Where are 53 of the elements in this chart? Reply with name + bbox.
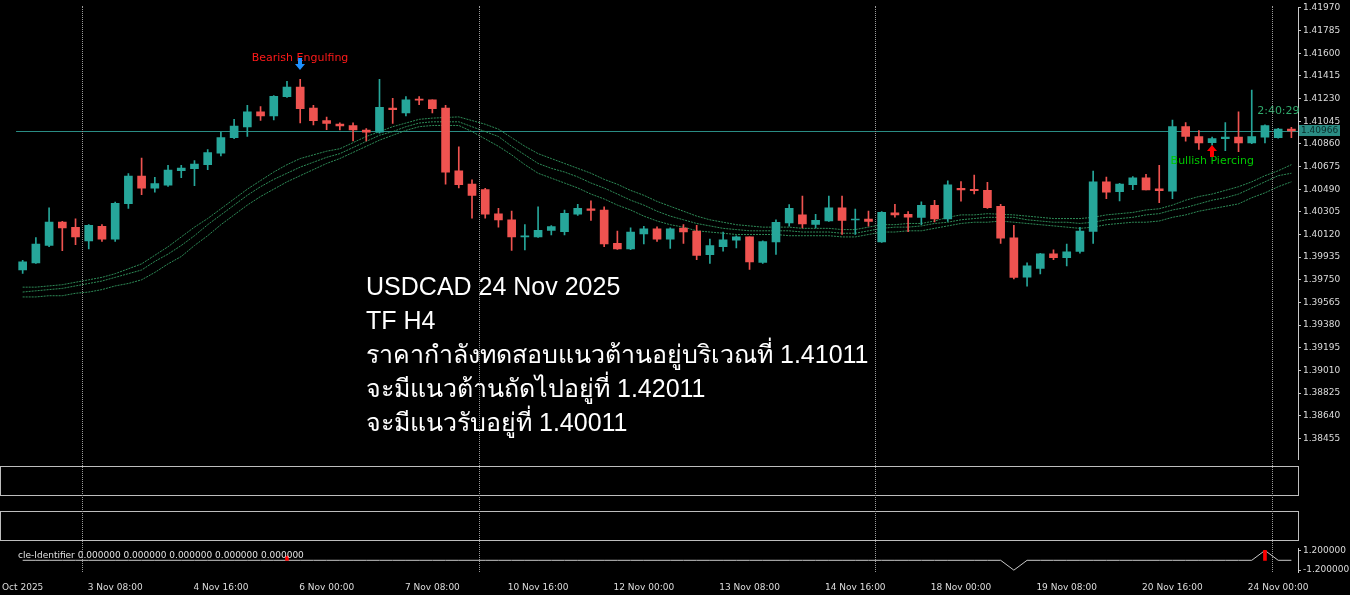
y-tick-label: 1.38640 <box>1303 410 1341 421</box>
candlestick <box>533 206 543 238</box>
y-tick-label: 1.41415 <box>1303 70 1341 81</box>
candlestick <box>903 211 913 233</box>
y-tick-label: 1.200000 <box>1303 544 1347 555</box>
x-tick-label: 4 Nov 16:00 <box>193 581 249 592</box>
y-tick-label: 1.40120 <box>1303 228 1341 239</box>
y-tick-label: 1.40675 <box>1303 160 1341 171</box>
candlestick <box>388 97 398 124</box>
y-tick-label: 1.39935 <box>1303 251 1341 262</box>
y-tick-label: 1.41600 <box>1303 47 1341 58</box>
annotation: ราคากำลังทดสอบแนวต้านอยู่บริเวณที่ 1.41011 <box>366 337 869 372</box>
x-tick-label: 3 Nov 08:00 <box>87 581 143 592</box>
y-tick-label: 1.39750 <box>1303 274 1341 285</box>
y-tick-label: 1.39010 <box>1303 364 1341 375</box>
annotation: จะมีแนวรับอยู่ที่ 1.40011 <box>366 405 629 440</box>
x-tick-label: Oct 2025 <box>2 581 44 592</box>
y-tick-label: 1.38825 <box>1303 387 1341 398</box>
y-tick-label: 1.41045 <box>1303 115 1341 126</box>
candlestick <box>57 221 67 251</box>
x-tick-label: 13 Nov 08:00 <box>719 581 781 592</box>
x-tick-label: 10 Nov 16:00 <box>507 581 569 592</box>
x-tick-label: 14 Nov 16:00 <box>824 581 886 592</box>
y-tick-label: 1.41970 <box>1303 2 1341 13</box>
candlestick <box>361 128 371 142</box>
y-tick-label: 1.38455 <box>1303 432 1341 443</box>
candlestick <box>969 174 979 195</box>
x-tick-label: 12 Nov 00:00 <box>613 581 675 592</box>
y-tick-label: -1.200000 <box>1303 564 1350 575</box>
y-tick-label: 1.40490 <box>1303 183 1341 194</box>
candlestick <box>1247 89 1257 144</box>
candlestick <box>586 200 596 221</box>
ref-line-label: 1.40966 <box>1299 124 1341 136</box>
y-tick-label: 1.39565 <box>1303 296 1341 307</box>
candlestick <box>176 164 186 178</box>
x-tick-label: 20 Nov 16:00 <box>1142 581 1204 592</box>
candlestick <box>1220 122 1230 152</box>
y-tick-label: 1.40860 <box>1303 138 1341 149</box>
y-tick-label: 1.41230 <box>1303 92 1341 103</box>
y-tick-label: 1.39380 <box>1303 319 1341 330</box>
annotation: จะมีแนวต้านถัดไปอยู่ที่ 1.42011 <box>366 371 706 406</box>
x-tick-label: 7 Nov 08:00 <box>404 581 461 592</box>
x-tick-label: 24 Nov 00:00 <box>1247 581 1309 592</box>
y-tick-label: 1.39195 <box>1303 342 1341 353</box>
annotation: Bearish Engulfing <box>251 51 349 64</box>
y-tick-label: 1.40305 <box>1303 206 1341 217</box>
annotation: USDCAD 24 Nov 2025 <box>366 271 622 303</box>
annotation: TF H4 <box>366 305 437 337</box>
annotation: cle-Identifier 0.000000 0.000000 0.000000 0.000000 0.000000 <box>18 550 304 562</box>
x-tick-label: 18 Nov 00:00 <box>930 581 992 592</box>
y-tick-label: 1.41785 <box>1303 24 1341 35</box>
x-tick-label: 19 Nov 08:00 <box>1036 581 1098 592</box>
x-tick-label: 6 Nov 00:00 <box>299 581 355 592</box>
